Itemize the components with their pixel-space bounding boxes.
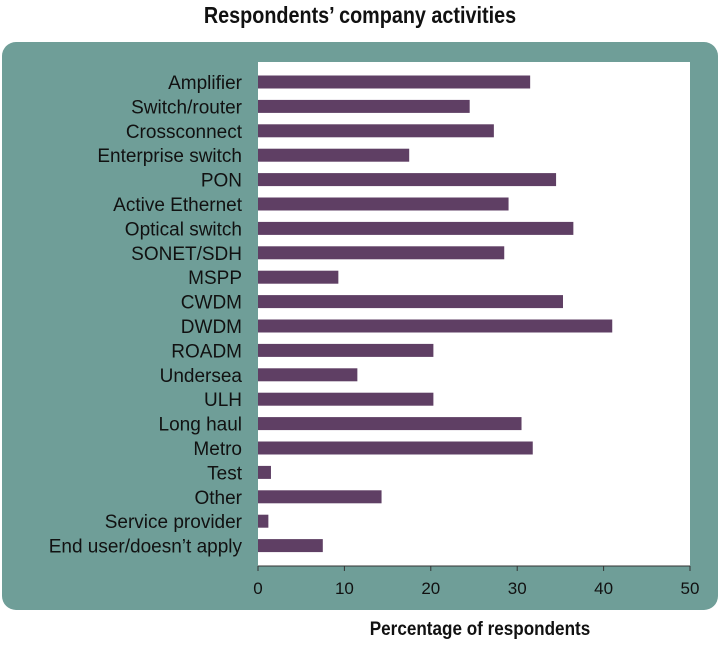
category-label: MSPP bbox=[188, 268, 242, 289]
bar bbox=[258, 197, 509, 211]
category-label: Enterprise switch bbox=[97, 146, 242, 167]
bar bbox=[258, 124, 494, 138]
x-tick-label: 20 bbox=[421, 579, 440, 598]
category-label: Test bbox=[207, 463, 243, 484]
bar bbox=[258, 539, 323, 553]
bar bbox=[258, 246, 505, 260]
x-tick-label: 30 bbox=[508, 579, 527, 598]
category-label: Undersea bbox=[160, 366, 243, 387]
bar bbox=[258, 441, 533, 455]
bar bbox=[258, 319, 613, 333]
x-tick-label: 10 bbox=[335, 579, 354, 598]
bar bbox=[258, 221, 574, 235]
category-label: Other bbox=[194, 488, 242, 509]
x-tick-label: 50 bbox=[681, 579, 700, 598]
bar bbox=[258, 295, 563, 309]
chart-title: Respondents’ company activities bbox=[203, 2, 517, 28]
bar bbox=[258, 270, 339, 284]
category-label: Service provider bbox=[105, 512, 243, 533]
category-label: Active Ethernet bbox=[113, 195, 243, 216]
bar bbox=[258, 490, 382, 504]
category-label: Switch/router bbox=[131, 97, 243, 118]
category-label: DWDM bbox=[181, 317, 242, 338]
category-label: SONET/SDH bbox=[131, 244, 242, 265]
category-label: Amplifier bbox=[168, 73, 243, 94]
bar bbox=[258, 417, 522, 431]
category-label: Long haul bbox=[159, 415, 242, 436]
category-label: ULH bbox=[204, 390, 242, 411]
category-label: CWDM bbox=[181, 293, 242, 314]
bar bbox=[258, 173, 557, 187]
bar bbox=[258, 75, 531, 89]
category-label: ROADM bbox=[171, 341, 242, 362]
bar bbox=[258, 148, 410, 162]
category-label: PON bbox=[201, 171, 242, 192]
category-label: Crossconnect bbox=[126, 122, 243, 143]
bar bbox=[258, 465, 271, 479]
bar bbox=[258, 392, 434, 406]
x-tick-label: 40 bbox=[594, 579, 613, 598]
category-label: Optical switch bbox=[125, 219, 242, 240]
x-axis-label: Percentage of respondents bbox=[369, 619, 591, 640]
plot-area bbox=[258, 62, 690, 566]
bar bbox=[258, 368, 358, 382]
category-label: Metro bbox=[193, 439, 242, 460]
bar bbox=[258, 99, 470, 113]
bar bbox=[258, 514, 269, 528]
category-label: End user/doesn’t apply bbox=[49, 537, 243, 558]
bar bbox=[258, 343, 434, 357]
x-tick-label: 0 bbox=[253, 579, 262, 598]
